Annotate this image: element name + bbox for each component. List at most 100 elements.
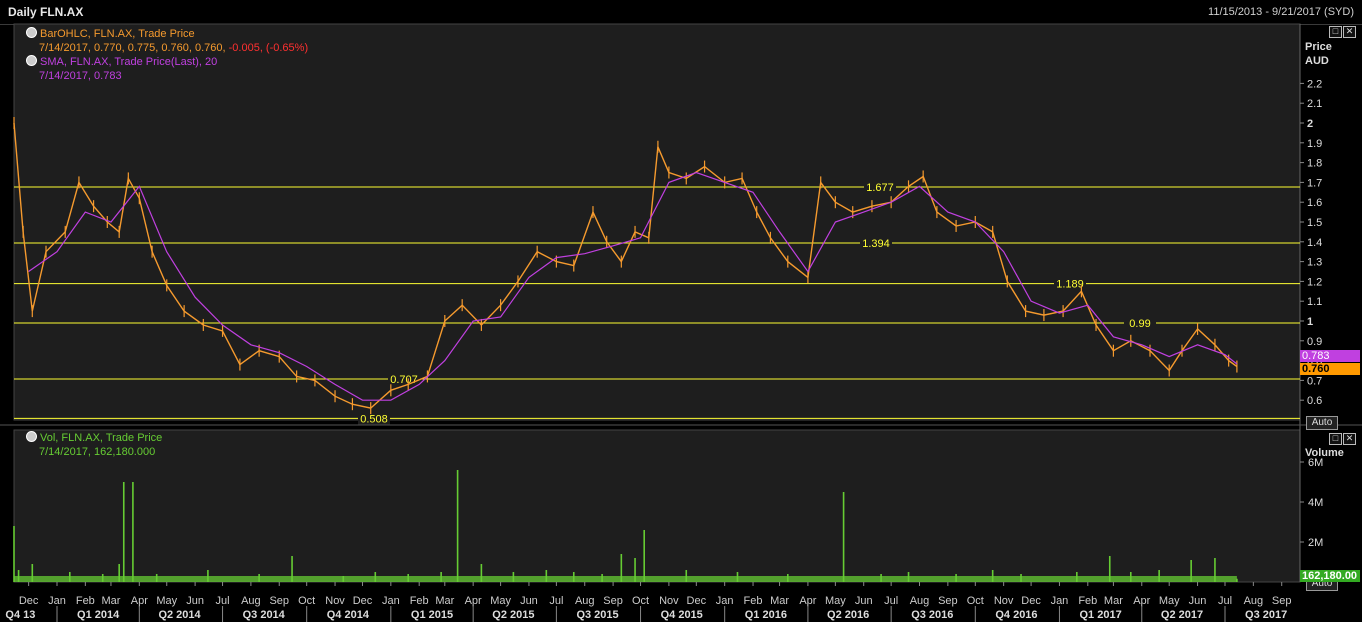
month-label: Sep — [1272, 595, 1292, 607]
price-tick-label: 1.4 — [1307, 237, 1322, 249]
level-label: 0.707 — [390, 374, 418, 386]
sma-legend-name: SMA, FLN.AX, Trade Price(Last), 20 — [40, 56, 218, 68]
level-label-bg — [1054, 277, 1086, 290]
month-label: Nov — [994, 595, 1014, 607]
volume-bar — [955, 574, 957, 582]
month-label: Oct — [298, 595, 315, 607]
volume-tick-label: 4M — [1308, 497, 1323, 509]
quarter-label: Q1 2015 — [411, 609, 453, 621]
volume-bar — [440, 572, 442, 582]
month-label: May — [1159, 595, 1180, 607]
volume-bar — [643, 530, 645, 582]
volume-legend-row[interactable]: Vol, FLN.AX, Trade Price — [26, 431, 162, 445]
month-label: Sep — [269, 595, 289, 607]
month-label: Jan — [716, 595, 734, 607]
price-axis-title: Price — [1305, 41, 1332, 53]
volume-bar — [17, 570, 20, 582]
quarter-label: Q1 2016 — [745, 609, 787, 621]
x-axis-band — [0, 583, 1362, 622]
volume-settings-icon[interactable] — [26, 431, 37, 442]
volume-bar — [1214, 558, 1216, 582]
price-tick-label: 1.7 — [1307, 177, 1322, 189]
volume-legend: Vol, FLN.AX, Trade Price 7/14/2017, 162,… — [26, 431, 162, 459]
month-label: Nov — [325, 595, 345, 607]
volume-bar — [13, 526, 15, 582]
date-range: 11/15/2013 - 9/21/2017 (SYD) — [1208, 6, 1354, 18]
ohlc-legend-row[interactable]: BarOHLC, FLN.AX, Trade Price — [26, 27, 308, 41]
sma-settings-icon[interactable] — [26, 55, 37, 66]
price-tick-label: 1.9 — [1307, 138, 1322, 150]
chart-title: Daily FLN.AX — [8, 5, 84, 19]
ohlc-settings-icon[interactable] — [26, 27, 37, 38]
month-label: Jan — [382, 595, 400, 607]
volume-bar — [601, 574, 603, 582]
month-label: Nov — [659, 595, 679, 607]
volume-panel-close-button[interactable]: ✕ — [1343, 433, 1356, 445]
volume-bar — [880, 574, 882, 582]
volume-bar — [155, 574, 158, 582]
month-label: Dec — [353, 595, 373, 607]
month-label: May — [825, 595, 846, 607]
quarter-label: Q4 2014 — [327, 609, 370, 621]
month-label: Apr — [1133, 595, 1150, 607]
month-label: Mar — [101, 595, 120, 607]
level-label-bg — [1124, 316, 1156, 329]
price-panel-close-button[interactable]: ✕ — [1343, 26, 1356, 38]
quarter-label: Q2 2017 — [1161, 609, 1203, 621]
month-label: Mar — [770, 595, 789, 607]
quarter-label: Q3 2016 — [911, 609, 953, 621]
month-label: Jun — [855, 595, 873, 607]
quarter-label: Q3 2014 — [243, 609, 286, 621]
month-label: Aug — [241, 595, 261, 607]
price-panel-restore-button[interactable]: □ — [1329, 26, 1342, 38]
month-label: Jun — [186, 595, 204, 607]
month-label: Oct — [967, 595, 984, 607]
volume-bar — [991, 570, 994, 582]
price-tick-label: 2.1 — [1307, 98, 1322, 110]
level-label-bg — [860, 236, 892, 249]
sma-legend-row[interactable]: SMA, FLN.AX, Trade Price(Last), 20 — [26, 55, 308, 69]
level-label: 1.394 — [862, 238, 890, 250]
month-label: Jan — [48, 595, 66, 607]
volume-legend-values-row: 7/14/2017, 162,180.000 — [26, 445, 162, 459]
sma-legend-values-row: 7/14/2017, 0.783 — [26, 69, 308, 83]
month-label: Jul — [1218, 595, 1232, 607]
month-label: Apr — [465, 595, 482, 607]
ohlc-legend-name: BarOHLC, FLN.AX, Trade Price — [40, 28, 195, 40]
price-tick-label: 1.1 — [1307, 296, 1322, 308]
month-label: Dec — [19, 595, 39, 607]
price-tick-label: 1.6 — [1307, 197, 1322, 209]
volume-bar — [456, 470, 459, 582]
sma-last-badge: 0.783 — [1300, 350, 1360, 362]
volume-bar — [1108, 556, 1111, 582]
level-label-bg — [864, 180, 896, 193]
level-label: 1.189 — [1056, 279, 1084, 291]
price-last-badge: 0.760 — [1300, 363, 1360, 375]
price-auto-scale-button[interactable]: Auto — [1306, 416, 1338, 430]
volume-bar — [101, 574, 104, 582]
month-label: May — [156, 595, 177, 607]
volume-bar — [374, 572, 377, 582]
month-label: Mar — [1104, 595, 1123, 607]
level-label-bg — [358, 412, 390, 425]
volume-panel-restore-button[interactable]: □ — [1329, 433, 1342, 445]
quarter-label: Q3 2017 — [1245, 609, 1287, 621]
price-tick-label: 0.9 — [1307, 336, 1322, 348]
volume-bar — [1190, 560, 1192, 582]
month-label: May — [490, 595, 511, 607]
volume-bar — [786, 574, 789, 582]
month-label: Aug — [910, 595, 930, 607]
volume-bar — [118, 564, 120, 582]
quarter-label: Q1 2017 — [1080, 609, 1122, 621]
month-label: Dec — [687, 595, 707, 607]
month-label: Feb — [76, 595, 95, 607]
price-legend: BarOHLC, FLN.AX, Trade Price 7/14/2017, … — [26, 27, 308, 83]
volume-bar — [572, 572, 575, 582]
volume-bar — [1129, 572, 1132, 582]
month-label: Feb — [744, 595, 763, 607]
ohlc-series-line — [13, 122, 1238, 409]
month-label: Aug — [575, 595, 595, 607]
level-label: 0.508 — [360, 413, 388, 425]
volume-bar — [842, 492, 845, 582]
